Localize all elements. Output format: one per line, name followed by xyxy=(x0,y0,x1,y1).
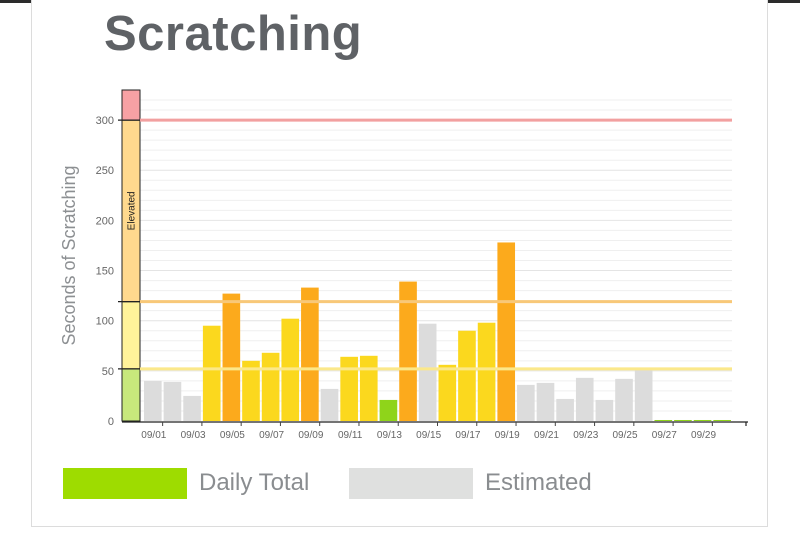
severity-band xyxy=(121,89,141,121)
bar xyxy=(261,352,280,421)
bar xyxy=(359,355,378,421)
bar xyxy=(183,395,201,421)
x-tick-label: 09/03 xyxy=(181,430,206,441)
x-tick-label: 09/01 xyxy=(141,430,166,441)
legend-swatch-estimated xyxy=(349,467,473,499)
bar xyxy=(713,419,731,421)
bar xyxy=(222,293,241,421)
x-tick-label: 09/19 xyxy=(495,430,520,441)
bar xyxy=(477,322,496,421)
x-tick-label: 09/15 xyxy=(416,430,441,441)
legend-daily-total: Daily Total xyxy=(63,467,309,499)
bar xyxy=(497,242,516,421)
legend-estimated: Estimated xyxy=(349,467,592,499)
bar xyxy=(301,287,319,421)
x-tick-label: 09/09 xyxy=(298,430,323,441)
x-tick-label: 09/11 xyxy=(338,430,363,441)
x-tick-label: 09/23 xyxy=(573,430,598,441)
y-tick-label: 0 xyxy=(108,416,114,428)
bar xyxy=(674,419,692,421)
bar xyxy=(163,381,182,421)
bar xyxy=(144,380,162,421)
x-tick-label: 09/27 xyxy=(652,430,677,441)
chart-title: Scratching xyxy=(104,7,363,61)
severity-band xyxy=(121,368,141,422)
x-tick-label: 09/25 xyxy=(613,430,638,441)
bar xyxy=(595,399,614,421)
y-tick-label: 150 xyxy=(96,266,114,278)
bar xyxy=(693,419,712,421)
x-tick-label: 09/17 xyxy=(455,430,480,441)
x-tick-label: 09/13 xyxy=(377,430,402,441)
bar xyxy=(556,398,574,421)
y-tick-label: 250 xyxy=(96,165,114,177)
y-tick-label: 200 xyxy=(96,215,114,227)
y-tick-label: 100 xyxy=(96,316,114,328)
bar xyxy=(615,378,633,421)
bar xyxy=(242,360,260,421)
x-tick-label: 09/29 xyxy=(691,430,716,441)
y-axis-title: Seconds of Scratching xyxy=(59,165,79,345)
bar xyxy=(575,377,594,421)
legend-label-daily-total: Daily Total xyxy=(199,469,310,496)
bar xyxy=(438,364,457,421)
bar xyxy=(379,399,398,421)
band-label-elevated: Elevated xyxy=(127,191,138,230)
bar xyxy=(399,281,417,421)
bar xyxy=(634,367,653,421)
bar xyxy=(536,382,555,421)
y-tick-label: 50 xyxy=(102,366,114,378)
legend-swatch-daily-total xyxy=(63,467,187,499)
y-tick-label: 300 xyxy=(96,115,114,127)
x-tick-label: 09/21 xyxy=(534,430,559,441)
bar xyxy=(458,330,476,421)
chart-card xyxy=(31,0,768,527)
bar xyxy=(654,419,673,421)
legend-label-estimated: Estimated xyxy=(485,469,592,496)
bar xyxy=(202,325,221,421)
x-tick-label: 09/07 xyxy=(259,430,284,441)
bar xyxy=(320,388,339,421)
bar xyxy=(517,384,535,421)
x-tick-label: 09/05 xyxy=(220,430,245,441)
severity-band xyxy=(121,301,141,370)
bar xyxy=(418,323,437,421)
bar xyxy=(340,356,358,421)
